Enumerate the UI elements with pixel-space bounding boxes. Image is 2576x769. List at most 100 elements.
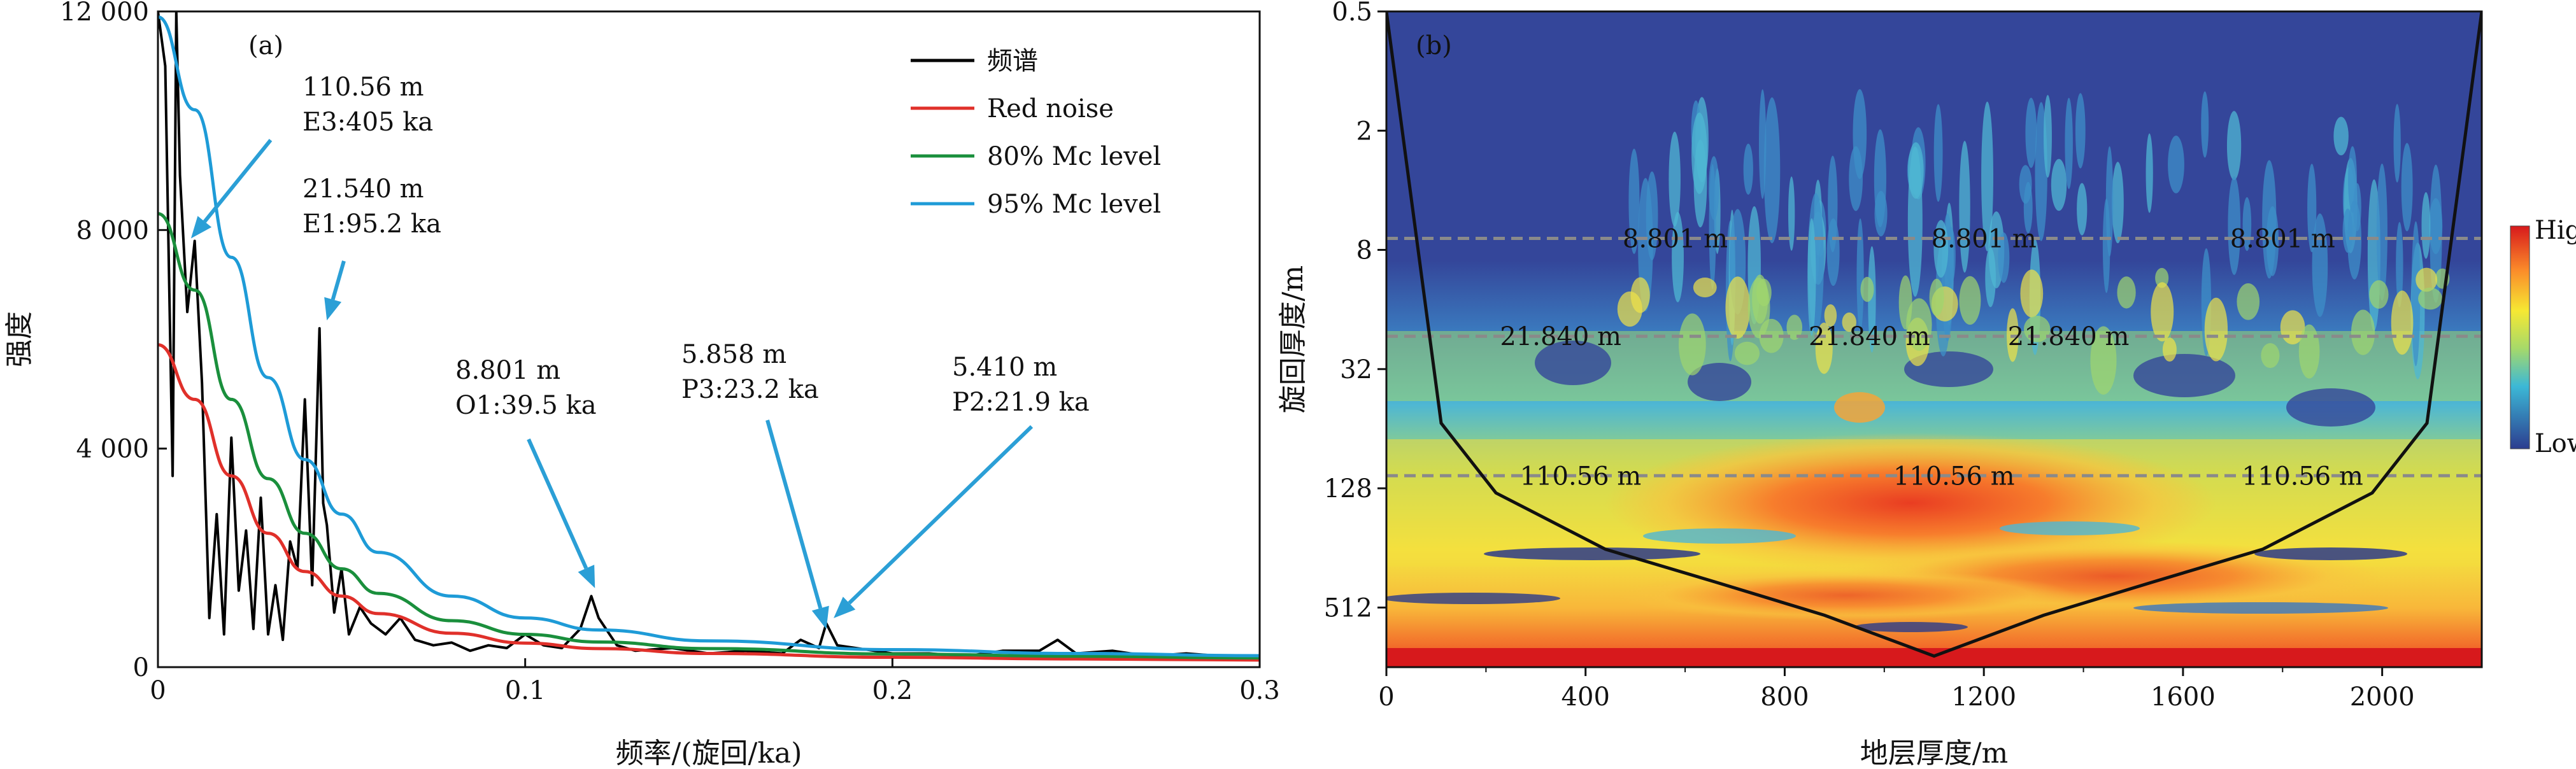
x-tick-label-b: 400 [1562, 682, 1610, 712]
cone-of-influence [1386, 11, 2482, 658]
power-blob [1786, 314, 1803, 341]
power-blob [1734, 341, 1760, 365]
reference-line-label: 8.801 m [1623, 225, 1728, 254]
power-streak [2333, 116, 2349, 155]
peak-annotations: 110.56 m E3:405 ka 21.540 m E1:95.2 ka 8.801… [190, 73, 1090, 630]
power-streak [2348, 146, 2357, 213]
power-blob [2261, 342, 2280, 369]
annotation-label: P3:23.2 ka [681, 375, 819, 404]
power-blob [2237, 283, 2260, 320]
power-streak [1743, 143, 1753, 195]
power-blob [2204, 297, 2228, 362]
power-streak [1933, 104, 1943, 202]
annotation-label: 5.858 m [681, 340, 786, 369]
power-blob [2298, 324, 2320, 379]
reference-line-label: 8.801 m [2230, 225, 2335, 254]
reference-line-label: 21.840 m [2008, 322, 2130, 351]
power-streak [1981, 101, 1993, 251]
wavelet-power-map: 8.801 m 8.801 m 8.801 m 21.840 m 21.840 m 21.… [1386, 11, 2482, 667]
series-line-2 [158, 212, 1260, 660]
series-line-1 [158, 343, 1260, 662]
annotation-arrow [331, 260, 346, 300]
power-blob [2117, 276, 2136, 309]
power-streak [2077, 183, 2088, 236]
annotation-arrowhead [811, 605, 829, 630]
power-streak [1998, 232, 2010, 283]
power-blob [1929, 278, 1944, 316]
power-streak [1693, 139, 1707, 228]
x-tick-label-b: 2000 [2350, 682, 2415, 712]
power-blob [2090, 326, 2117, 395]
annotation-label: E3:405 ka [302, 108, 433, 137]
annotation-arrowhead [324, 297, 342, 321]
annotation-arrow [527, 438, 588, 570]
power-streak [2226, 111, 2242, 180]
y-tick-label-b: 128 [1324, 474, 1372, 504]
y-tick-label-a: 4 000 [76, 435, 149, 464]
y-tick-label-b: 32 [1340, 355, 1372, 384]
x-tick-label-a: 0.3 [1239, 676, 1280, 705]
colorbar-low-label: Low [2535, 429, 2576, 458]
plot-frame-b [1385, 10, 2483, 668]
x-tick-label-b: 800 [1760, 682, 1809, 712]
power-streak [2025, 97, 2037, 168]
legend-label: 80% Mc level [987, 142, 1161, 171]
power-streak [2262, 160, 2277, 279]
x-axis-label-a: 频率/(旋回/ka) [616, 737, 802, 769]
power-blob [2369, 280, 2389, 309]
x-tick-label-b: 1600 [2151, 682, 2216, 712]
y-axis-label-b: 旋回厚度/m [1277, 265, 1309, 414]
power-blob [2155, 267, 2169, 288]
power-streak [2228, 176, 2241, 275]
power-streak [2393, 104, 2401, 183]
x-tick-label-a: 0.1 [505, 676, 546, 705]
power-streak [1709, 164, 1716, 290]
legend: 频谱 Red noise 80% Mc level 95% Mc level [911, 46, 1161, 219]
power-streak [2105, 146, 2114, 257]
power-streak [2411, 221, 2421, 367]
power-streak [2201, 91, 2209, 158]
power-blob [2162, 337, 2177, 362]
annotation-arrow [765, 420, 823, 609]
reference-line-label: 110.56 m [1520, 462, 1642, 491]
power-blob [2391, 290, 2414, 355]
power-blob [2416, 267, 2438, 292]
plot-frame-a [157, 10, 1261, 668]
power-blob [2020, 269, 2044, 318]
power-streak [1763, 97, 1781, 244]
annotation-label: 21.540 m [302, 174, 424, 204]
annotation-label: 8.801 m [455, 356, 560, 385]
power-streak [2065, 97, 2073, 189]
x-axis-label-b: 地层厚度/m [1860, 737, 2009, 769]
power-streak [2396, 222, 2403, 307]
wavelet-panel: 8.801 m 8.801 m 8.801 m 21.840 m 21.840 m 21.… [1277, 0, 2576, 769]
power-streak [2421, 192, 2431, 259]
power-blob [1747, 278, 1770, 339]
y-tick-label-a: 0 [133, 653, 149, 682]
x-tick-label-a: 0 [150, 676, 166, 705]
power-streak [1807, 218, 1816, 336]
power-blob [1617, 291, 1642, 327]
colorbar [2510, 225, 2530, 449]
power-blob [2418, 287, 2443, 310]
y-tick-label-b: 512 [1324, 593, 1372, 623]
reference-line-label: 8.801 m [1932, 225, 2037, 254]
power-streak [2376, 163, 2387, 301]
reference-line-label: 110.56 m [2242, 462, 2363, 491]
series-line-3 [158, 15, 1260, 658]
power-streak [1874, 191, 1888, 237]
power-streak [2307, 164, 2317, 253]
power-streak [1788, 176, 1795, 251]
annotation-label: O1:39.5 ka [455, 391, 597, 420]
annotation-label: E1:95.2 ka [302, 209, 441, 239]
panel-label-a: (a) [248, 31, 283, 60]
power-streak [1826, 218, 1840, 286]
annotation-arrow [848, 425, 1034, 605]
legend-label: 95% Mc level [987, 190, 1161, 219]
legend-label: 频谱 [987, 46, 1038, 76]
annotation-arrowhead [834, 596, 856, 619]
power-blob [2351, 309, 2375, 355]
power-blob [1842, 312, 1856, 332]
power-blob [1679, 313, 1706, 376]
power-streak [1672, 211, 1684, 302]
